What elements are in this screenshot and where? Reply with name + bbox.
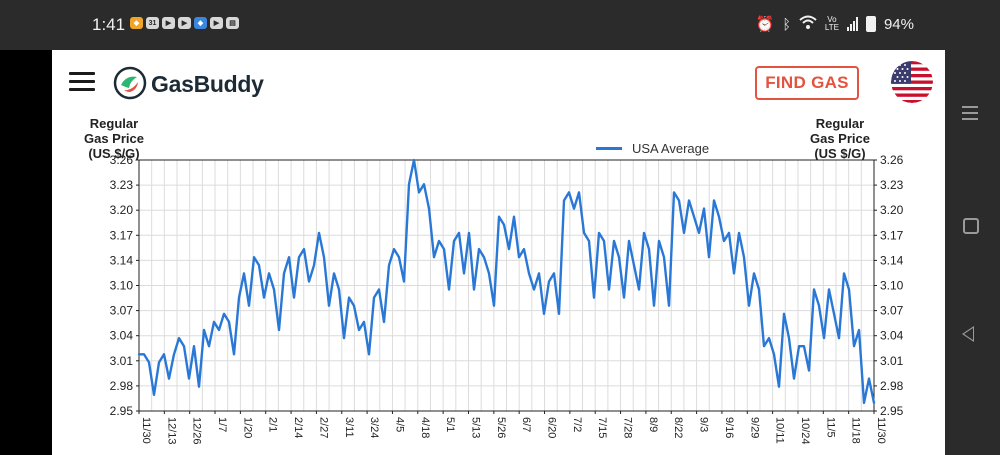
x-tick-label: 4/18 bbox=[419, 417, 431, 438]
x-tick-label: 1/7 bbox=[216, 417, 228, 432]
x-tick-label: 11/18 bbox=[850, 417, 862, 444]
wifi-icon bbox=[799, 15, 817, 33]
y-tick-label-right: 2.95 bbox=[880, 404, 904, 418]
battery-percent: 94% bbox=[883, 15, 914, 33]
app-header: GasBuddy FIND GAS bbox=[52, 50, 945, 112]
x-tick-label: 1/20 bbox=[241, 417, 253, 438]
x-tick-label: 12/26 bbox=[191, 417, 203, 445]
plot-border bbox=[138, 159, 875, 412]
x-tick-label: 2/1 bbox=[267, 417, 279, 432]
youtube-icon: ▶ bbox=[210, 17, 223, 29]
y-tick-label-right: 3.04 bbox=[880, 329, 904, 343]
volte-icon: Vo LTE bbox=[824, 15, 839, 32]
gasbuddy-logo-icon[interactable] bbox=[113, 66, 147, 100]
x-tick-label: 5/13 bbox=[469, 417, 481, 438]
y-tick-label-left: 2.95 bbox=[110, 404, 134, 418]
status-bar: 1:41 ◆ 31 ▶ ▶ ◆ ▶ ▤ ⏰ ᛒ Vo LTE 94% bbox=[0, 0, 1000, 50]
app-name[interactable]: GasBuddy bbox=[151, 71, 264, 97]
gasbuddy-app: GasBuddy FIND GAS bbox=[52, 50, 945, 455]
x-tick-label: 5/26 bbox=[495, 417, 507, 438]
x-tick-label: 4/5 bbox=[393, 417, 405, 432]
legend-line-swatch bbox=[596, 147, 622, 150]
y-tick-label-left: 3.01 bbox=[110, 354, 134, 368]
y-axis-title-left: Regular Gas Price (US $/G) bbox=[84, 116, 144, 161]
y-tick-label-right: 3.26 bbox=[880, 153, 904, 167]
x-tick-label: 12/13 bbox=[165, 417, 177, 445]
us-flag-icon[interactable] bbox=[891, 61, 933, 103]
notification-icons: ◆ 31 ▶ ▶ ◆ ▶ ▤ bbox=[130, 17, 239, 29]
calendar-31-icon: 31 bbox=[146, 17, 159, 29]
y-tick-label-left: 2.98 bbox=[110, 379, 134, 393]
y-tick-label-left: 3.26 bbox=[110, 153, 134, 167]
x-tick-label: 5/1 bbox=[444, 417, 456, 432]
x-tick-label: 2/14 bbox=[292, 417, 304, 438]
x-tick-label: 7/28 bbox=[622, 417, 634, 438]
navigation-rail bbox=[945, 50, 1000, 455]
x-tick-label: 3/11 bbox=[343, 417, 355, 438]
alarm-icon: ⏰ bbox=[755, 16, 775, 33]
x-tick-label: 8/9 bbox=[647, 417, 659, 432]
app-orange-icon: ◆ bbox=[130, 17, 143, 29]
home-icon[interactable] bbox=[963, 218, 979, 234]
status-time: 1:41 bbox=[92, 15, 126, 34]
app-blue-icon: ◆ bbox=[194, 17, 207, 29]
x-tick-label: 11/30 bbox=[140, 417, 152, 444]
x-tick-label: 2/27 bbox=[317, 417, 329, 438]
x-tick-label: 6/7 bbox=[520, 417, 532, 432]
x-tick-label: 9/29 bbox=[748, 417, 760, 438]
system-icons: ⏰ ᛒ Vo LTE 94% bbox=[755, 15, 914, 34]
y-tick-label-left: 3.10 bbox=[110, 279, 134, 293]
youtube-icon: ▶ bbox=[162, 17, 175, 29]
y-tick-label-right: 3.07 bbox=[880, 304, 904, 318]
bluetooth-icon: ᛒ bbox=[782, 16, 791, 32]
back-icon[interactable] bbox=[962, 326, 974, 342]
y-tick-label-right: 2.98 bbox=[880, 379, 904, 393]
y-tick-label-left: 3.17 bbox=[110, 228, 134, 242]
y-tick-label-right: 3.20 bbox=[880, 203, 904, 217]
left-bezel bbox=[0, 50, 52, 455]
x-tick-label: 10/11 bbox=[774, 417, 786, 444]
y-tick-label-left: 3.14 bbox=[110, 253, 134, 267]
y-tick-label-right: 3.14 bbox=[880, 253, 904, 267]
find-gas-button[interactable]: FIND GAS bbox=[755, 66, 859, 100]
x-tick-label: 7/2 bbox=[571, 417, 583, 432]
x-tick-label: 11/30 bbox=[875, 417, 887, 444]
y-tick-label-left: 3.20 bbox=[110, 203, 134, 217]
y-tick-label-left: 3.04 bbox=[110, 329, 134, 343]
menu-icon[interactable] bbox=[69, 72, 95, 91]
y-tick-label-left: 3.23 bbox=[110, 178, 134, 192]
price-chart: Regular Gas Price (US $/G) Regular Gas P… bbox=[52, 112, 945, 455]
y-tick-label-left: 3.07 bbox=[110, 304, 134, 318]
series-line-usa-average bbox=[137, 158, 876, 405]
x-tick-label: 9/3 bbox=[698, 417, 710, 432]
y-axis-title-right: Regular Gas Price (US $/G) bbox=[810, 116, 870, 161]
legend-label: USA Average bbox=[632, 141, 710, 156]
y-tick-label-right: 3.01 bbox=[880, 354, 904, 368]
x-tick-label: 8/22 bbox=[672, 417, 684, 438]
signal-icon bbox=[846, 17, 858, 31]
recents-icon[interactable] bbox=[962, 106, 978, 120]
y-tick-label-right: 3.23 bbox=[880, 178, 904, 192]
chart-legend[interactable]: USA Average bbox=[596, 141, 709, 156]
y-tick-label-right: 3.10 bbox=[880, 279, 904, 293]
x-tick-label: 7/15 bbox=[596, 417, 608, 438]
x-tick-label: 3/24 bbox=[368, 417, 380, 438]
x-tick-label: 9/16 bbox=[723, 417, 735, 438]
youtube-icon: ▶ bbox=[178, 17, 191, 29]
x-tick-label: 6/20 bbox=[546, 417, 558, 438]
battery-icon bbox=[865, 16, 876, 32]
x-tick-label: 11/5 bbox=[824, 417, 836, 438]
x-tick-label: 10/24 bbox=[799, 417, 811, 445]
chart-plot: 3.26 3.26 3.23 3.23 3.20 3.20 3.17 3.17 3.14 3.14… bbox=[110, 153, 904, 445]
gallery-icon: ▤ bbox=[226, 17, 239, 29]
y-tick-label-right: 3.17 bbox=[880, 228, 904, 242]
